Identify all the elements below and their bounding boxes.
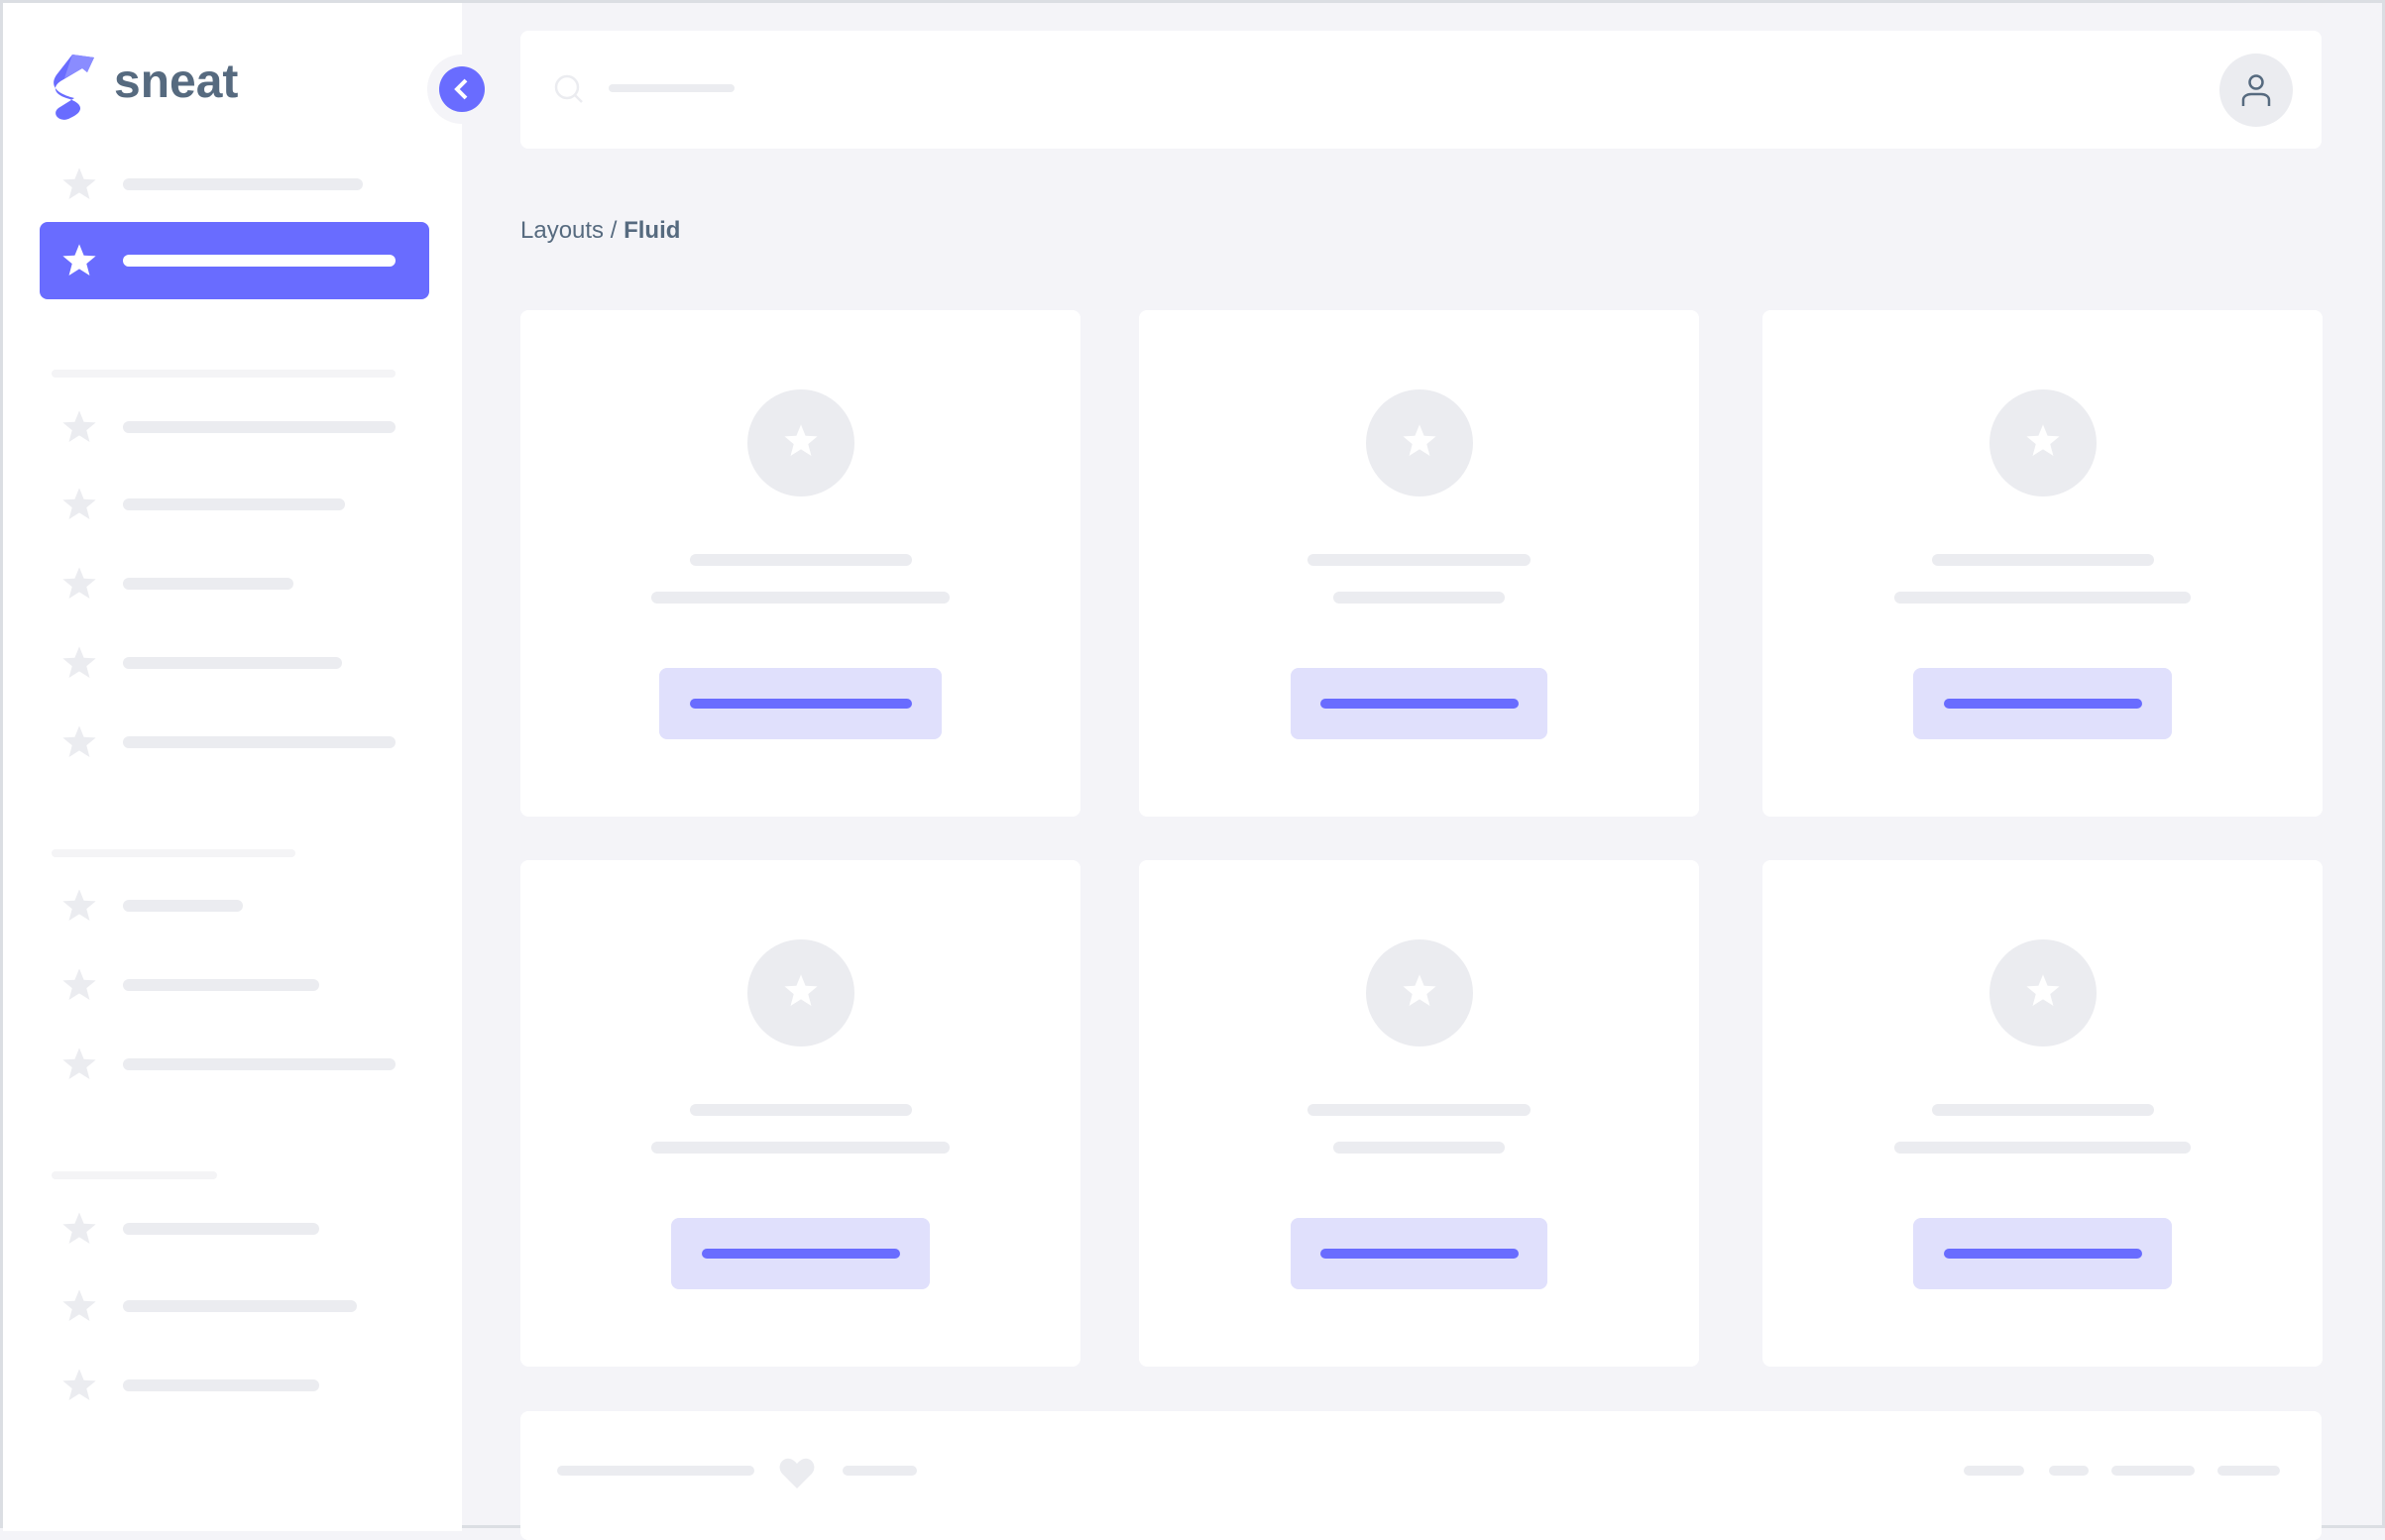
brand-name[interactable]: sneat bbox=[114, 55, 239, 108]
star-icon bbox=[60, 165, 98, 203]
card-button-label bbox=[689, 699, 912, 709]
footer-link[interactable] bbox=[1964, 1466, 2024, 1476]
star-icon bbox=[60, 1367, 98, 1404]
footer-link[interactable] bbox=[2049, 1466, 2089, 1476]
sidebar-item[interactable] bbox=[123, 657, 342, 669]
star-icon bbox=[1401, 972, 1438, 1015]
card bbox=[1762, 860, 2323, 1367]
footer-text bbox=[557, 1466, 754, 1476]
card-text bbox=[1333, 592, 1505, 604]
star-icon bbox=[60, 242, 98, 279]
star-icon bbox=[60, 565, 98, 603]
sidebar-item[interactable] bbox=[123, 255, 396, 267]
star-icon bbox=[60, 408, 98, 446]
sidebar: sneat bbox=[3, 3, 497, 1531]
chevron-left-icon bbox=[454, 78, 468, 100]
search-input[interactable] bbox=[609, 84, 735, 92]
card-button-label bbox=[1319, 1249, 1519, 1259]
footer bbox=[520, 1411, 2322, 1540]
card-title bbox=[689, 1104, 912, 1116]
card bbox=[1139, 310, 1699, 817]
card bbox=[520, 860, 1080, 1367]
card-text bbox=[1894, 1142, 2191, 1154]
star-icon bbox=[2024, 972, 2062, 1015]
sidebar-item[interactable] bbox=[123, 1223, 319, 1235]
sneat-logo-icon bbox=[47, 49, 102, 120]
sidebar-section-header bbox=[52, 1171, 217, 1179]
card-icon-circle bbox=[1988, 939, 2097, 1046]
star-icon bbox=[60, 723, 98, 761]
card bbox=[1762, 310, 2323, 817]
sidebar-item[interactable] bbox=[123, 1379, 319, 1391]
sidebar-section-header bbox=[52, 849, 295, 857]
card-title bbox=[1307, 1104, 1531, 1116]
card-text bbox=[1333, 1142, 1505, 1154]
card-button[interactable] bbox=[1291, 1218, 1547, 1289]
footer-link[interactable] bbox=[2111, 1466, 2195, 1476]
card bbox=[520, 310, 1080, 817]
card-icon-circle bbox=[1988, 389, 2097, 496]
star-icon bbox=[782, 422, 820, 465]
card-button[interactable] bbox=[1913, 668, 2172, 739]
card-title bbox=[1931, 554, 2154, 566]
star-icon bbox=[60, 966, 98, 1004]
sidebar-section-header bbox=[52, 370, 396, 378]
star-icon bbox=[60, 1287, 98, 1325]
heart-icon bbox=[779, 1458, 815, 1488]
card-title bbox=[1931, 1104, 2154, 1116]
card-button[interactable] bbox=[1291, 668, 1547, 739]
breadcrumb-parent[interactable]: Layouts bbox=[520, 217, 605, 244]
sidebar-item[interactable] bbox=[123, 979, 319, 991]
card-icon-circle bbox=[1365, 389, 1473, 496]
card-icon-circle bbox=[1365, 939, 1473, 1046]
card-title bbox=[689, 554, 912, 566]
user-avatar[interactable] bbox=[2219, 54, 2293, 127]
topbar bbox=[520, 31, 2322, 149]
card-button[interactable] bbox=[671, 1218, 930, 1289]
sidebar-item[interactable] bbox=[123, 1058, 396, 1070]
footer-link[interactable] bbox=[2217, 1466, 2280, 1476]
star-icon bbox=[60, 1045, 98, 1083]
card-title bbox=[1307, 554, 1531, 566]
breadcrumb-separator: / bbox=[604, 217, 625, 244]
sidebar-item[interactable] bbox=[123, 578, 293, 590]
footer-link[interactable] bbox=[843, 1466, 917, 1476]
card-button[interactable] bbox=[1913, 1218, 2172, 1289]
sidebar-item[interactable] bbox=[123, 178, 363, 190]
sidebar-item[interactable] bbox=[123, 421, 396, 433]
star-icon bbox=[782, 972, 820, 1015]
card-button-label bbox=[1943, 1249, 2142, 1259]
breadcrumb: Layouts / Fluid bbox=[520, 217, 680, 245]
breadcrumb-current: Fluid bbox=[624, 217, 681, 244]
card-icon-circle bbox=[746, 939, 854, 1046]
star-icon bbox=[60, 1210, 98, 1248]
sidebar-item[interactable] bbox=[123, 1300, 357, 1312]
sidebar-item[interactable] bbox=[123, 498, 345, 510]
sidebar-item[interactable] bbox=[123, 736, 396, 748]
star-icon bbox=[60, 887, 98, 925]
card bbox=[1139, 860, 1699, 1367]
star-icon bbox=[1401, 422, 1438, 465]
card-icon-circle bbox=[746, 389, 854, 496]
card-text bbox=[651, 1142, 950, 1154]
card-button-label bbox=[701, 1249, 900, 1259]
search-icon[interactable] bbox=[554, 74, 586, 106]
star-icon bbox=[60, 644, 98, 682]
user-icon bbox=[2241, 74, 2271, 106]
card-text bbox=[1894, 592, 2191, 604]
collapse-sidebar-button[interactable] bbox=[439, 66, 485, 112]
card-text bbox=[651, 592, 950, 604]
card-button-label bbox=[1943, 699, 2142, 709]
star-icon bbox=[60, 486, 98, 523]
star-icon bbox=[2024, 422, 2062, 465]
card-button-label bbox=[1319, 699, 1519, 709]
card-button[interactable] bbox=[659, 668, 942, 739]
sidebar-item[interactable] bbox=[123, 900, 243, 912]
